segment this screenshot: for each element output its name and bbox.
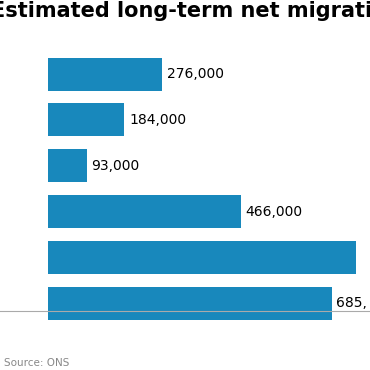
Text: 276,000: 276,000 xyxy=(167,67,224,81)
Text: 685,: 685, xyxy=(336,296,367,310)
Bar xyxy=(48,58,162,91)
Bar xyxy=(48,104,124,137)
Text: Source: ONS: Source: ONS xyxy=(4,358,69,368)
Bar xyxy=(48,195,241,228)
Text: 93,000: 93,000 xyxy=(91,159,139,173)
Text: Estimated long-term net migration to the UK: Estimated long-term net migration to the… xyxy=(0,1,370,21)
Bar xyxy=(48,287,332,320)
Text: 466,000: 466,000 xyxy=(246,205,303,219)
Bar xyxy=(48,149,87,182)
Text: 184,000: 184,000 xyxy=(129,113,186,127)
Bar xyxy=(48,241,356,274)
